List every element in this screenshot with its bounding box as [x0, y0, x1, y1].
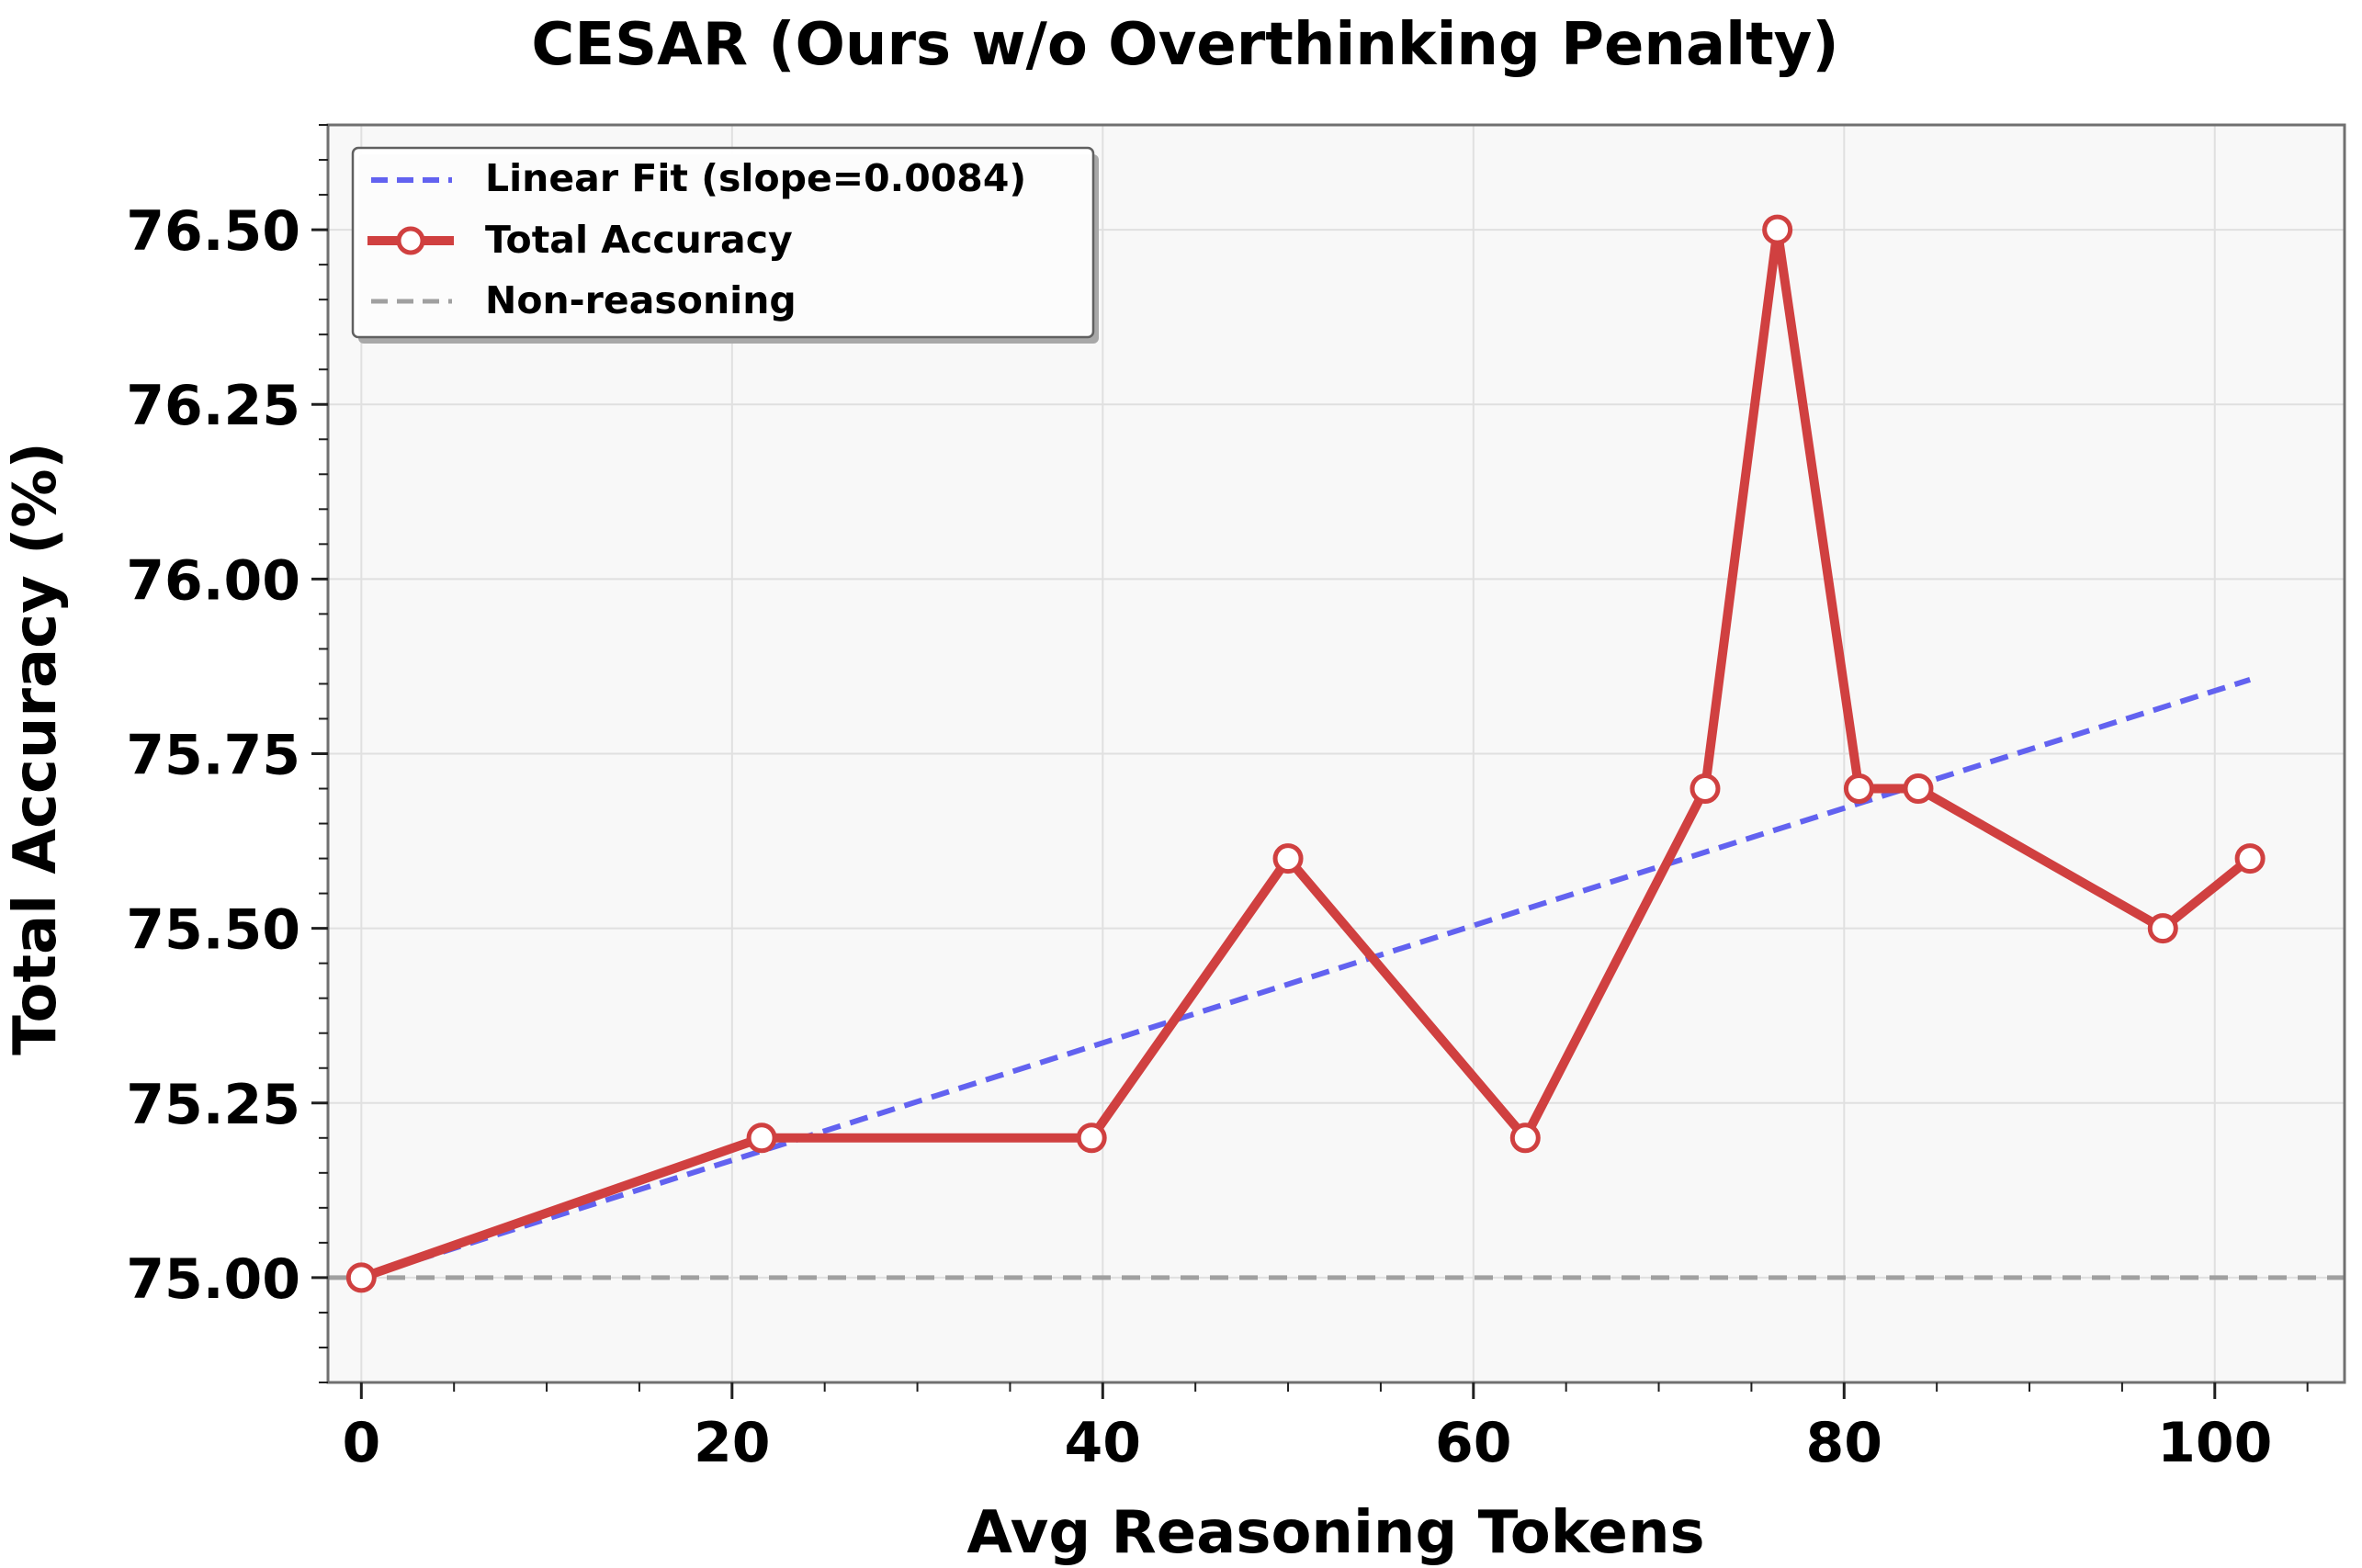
y-tick-label: 75.75 — [126, 724, 300, 788]
x-axis-tick-labels: 0 20 40 60 80 100 — [342, 1411, 2272, 1475]
y-tick-label: 75.00 — [126, 1247, 300, 1312]
data-point-marker — [2234, 843, 2266, 874]
data-point-marker — [345, 1262, 377, 1293]
x-tick-label: 100 — [2157, 1411, 2272, 1475]
x-tick-label: 0 — [342, 1411, 380, 1475]
legend-total-accuracy-label: Total Accuracy — [485, 218, 793, 262]
y-tick-label: 76.25 — [126, 374, 300, 438]
linear-fit-line-path — [360, 677, 2252, 1280]
data-point-marker — [1690, 773, 1721, 805]
legend-non-reasoning-label: Non-reasoning — [485, 278, 797, 322]
data-point-marker — [1903, 773, 1934, 805]
y-tick-label: 76.00 — [126, 548, 300, 613]
data-point-marker — [1272, 843, 1304, 874]
data-point-marker — [1509, 1122, 1541, 1154]
data-point-marker — [746, 1122, 777, 1154]
data-point-marker — [1762, 214, 1793, 245]
axis-ticks — [311, 124, 2309, 1399]
y-axis-tick-labels: 75.00 75.25 75.50 75.75 76.00 76.25 76.50 — [126, 199, 300, 1312]
y-tick-label: 75.25 — [126, 1073, 300, 1137]
legend: Linear Fit (slope=0.0084) Total Accuracy… — [351, 146, 1099, 344]
linear-fit-line — [360, 677, 2252, 1280]
x-tick-label: 40 — [1065, 1411, 1142, 1475]
y-tick-label: 75.50 — [126, 898, 300, 963]
legend-linear-fit-label: Linear Fit (slope=0.0084) — [485, 156, 1026, 200]
data-point-marker — [1843, 773, 1874, 805]
y-axis-label: Total Accuracy (%) — [2, 442, 70, 1055]
x-tick-label: 20 — [694, 1411, 771, 1475]
legend-box — [351, 146, 1095, 339]
x-tick-label: 80 — [1806, 1411, 1883, 1475]
data-point-marker — [2147, 913, 2178, 944]
y-tick-label: 76.50 — [126, 199, 300, 264]
x-axis-label: Avg Reasoning Tokens — [966, 1499, 1704, 1567]
x-tick-label: 60 — [1435, 1411, 1512, 1475]
legend-total-accuracy-marker — [396, 226, 425, 255]
total-accuracy-series — [345, 214, 2266, 1293]
chart-title: CESAR (Ours w/o Overthinking Penalty) — [531, 11, 1838, 79]
data-point-marker — [1076, 1122, 1107, 1154]
